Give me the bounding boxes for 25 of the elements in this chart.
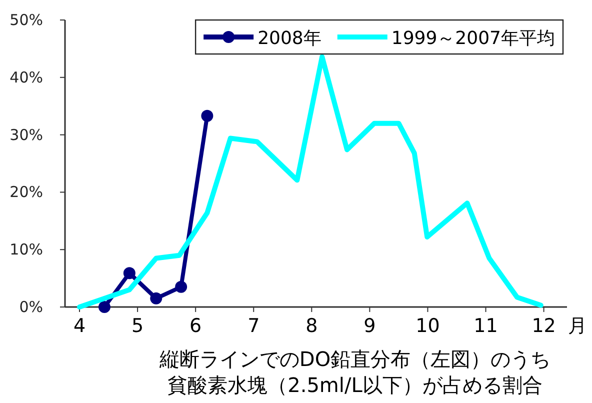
text: 貧酸素水塊（2.5ml/L以下）が占める割合: [168, 373, 542, 397]
point: [123, 267, 136, 280]
x-tick-label: 7: [248, 315, 260, 337]
y-tick-label: 0%: [19, 298, 43, 316]
point: [98, 301, 110, 313]
x-tick-label: 12: [532, 315, 556, 337]
x-tick-label: 8: [306, 315, 318, 337]
x-tick-label: 11: [474, 315, 498, 337]
y-tick-label: 10%: [10, 240, 43, 259]
point: [150, 292, 162, 304]
x-tick-label: 4: [73, 315, 86, 337]
y-tick-label: 30%: [10, 126, 43, 144]
x-axis-title: 月: [568, 315, 587, 337]
y-tick-label: 20%: [10, 183, 43, 202]
y-tick-label: 50%: [10, 11, 43, 29]
point: [175, 280, 188, 293]
x-tick-label: 10: [416, 315, 440, 337]
text: 縦断ラインでのDO鉛直分布（左図）のうち: [158, 347, 551, 371]
x-tick-label: 6: [190, 315, 202, 337]
legend-label: 2008年: [258, 28, 322, 49]
y-tick-label: 40%: [10, 68, 43, 86]
x-tick-label: 5: [131, 315, 144, 337]
legend-label: 1999～2007年平均: [391, 28, 555, 49]
point: [201, 110, 214, 122]
x-tick-label: 9: [364, 315, 376, 337]
